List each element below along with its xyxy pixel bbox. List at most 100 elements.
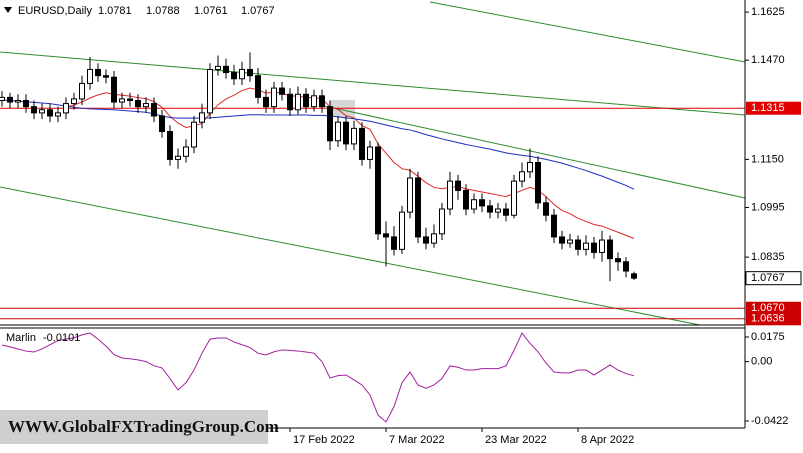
candle-body: [87, 68, 93, 84]
y-tick-label: 1.1150: [751, 153, 784, 165]
candle-body: [247, 68, 253, 77]
candle-body: [63, 103, 69, 114]
candle-body: [423, 236, 429, 244]
candle-body: [367, 146, 373, 160]
candle-body: [215, 65, 221, 70]
candle-body: [399, 211, 405, 250]
candle-body: [359, 127, 365, 160]
y-tick-label: -0.0422: [751, 415, 788, 427]
trend-line: [429, 1, 746, 63]
candle-body: [143, 103, 149, 108]
candle-body: [383, 233, 389, 238]
x-tick-label: 7 Mar 2022: [389, 434, 445, 446]
indicator-line: [1, 332, 635, 423]
ohlc-close: 1.0767: [241, 5, 275, 17]
candle-body: [431, 233, 437, 244]
price-label-box: [745, 271, 802, 286]
candle-body: [23, 99, 29, 108]
candle-body: [31, 106, 37, 114]
candle-body: [55, 112, 61, 117]
candle-body: [119, 98, 125, 103]
candle-body: [255, 75, 261, 98]
watermark: WWW.GlobalFXTradingGroup.Com: [8, 417, 279, 436]
ohlc-low: 1.0761: [194, 5, 228, 17]
candle-body: [455, 180, 461, 191]
candle-body: [415, 177, 421, 238]
candle-body: [487, 205, 493, 213]
candle-body: [47, 109, 53, 117]
candle-body: [39, 109, 45, 114]
candle-body: [623, 261, 629, 272]
candle-body: [127, 98, 133, 101]
candle-body: [15, 99, 21, 103]
candle-body: [519, 171, 525, 182]
moving-average: [1, 99, 635, 190]
candle-body: [631, 273, 637, 279]
candle-body: [527, 162, 533, 173]
x-tick-label: 17 Feb 2022: [293, 434, 355, 446]
x-tick-label: 23 Mar 2022: [485, 434, 547, 446]
ohlc-high: 1.0788: [146, 5, 180, 17]
candle-body: [111, 76, 117, 103]
candle-body: [263, 96, 269, 108]
candle-body: [551, 214, 557, 238]
candle-body: [615, 258, 621, 263]
candle-body: [95, 68, 101, 77]
candle-body: [439, 208, 445, 235]
candle-body: [503, 208, 509, 216]
ohlc-open: 1.0781: [98, 5, 132, 17]
x-tick-label: 8 Apr 2022: [581, 434, 634, 446]
candle-body: [271, 87, 277, 108]
y-tick-label: 1.0835: [751, 251, 785, 263]
candle-body: [543, 202, 549, 216]
candle-body: [567, 239, 573, 244]
candle-body: [391, 236, 397, 250]
candle-body: [0, 96, 5, 101]
candle-body: [343, 121, 349, 145]
trend-line: [0, 51, 746, 116]
candle-body: [407, 177, 413, 213]
candle-body: [303, 93, 309, 108]
y-tick-label: 0.00: [751, 356, 772, 368]
candle-body: [575, 239, 581, 250]
indicator-title: Marlin: [6, 332, 36, 344]
candle-body: [463, 189, 469, 210]
menu-arrow: [4, 7, 12, 13]
candle-body: [199, 112, 205, 123]
trend-line: [0, 186, 701, 326]
candle-body: [223, 65, 229, 74]
level-label: 1.0670: [751, 302, 785, 314]
chart-title: EURUSD,Daily: [18, 5, 92, 17]
candle-body: [79, 82, 85, 100]
candle-body: [279, 87, 285, 95]
candle-body: [183, 146, 189, 157]
level-label: 1.1315: [751, 102, 785, 114]
candle-body: [599, 239, 605, 253]
y-tick-label: 1.0995: [751, 201, 785, 213]
candle-body: [231, 72, 237, 80]
candle-body: [495, 208, 501, 213]
trend-channel: [0, 1, 746, 326]
candle-body: [535, 162, 541, 204]
candle-body: [207, 68, 213, 114]
candle-body: [327, 106, 333, 142]
indicator-value: -0.0101: [43, 332, 80, 344]
candle-body: [319, 95, 325, 108]
candle-body: [591, 242, 597, 253]
level-label-box: [746, 312, 801, 326]
level-label-box: [746, 101, 801, 115]
candle-body: [295, 93, 301, 111]
level-label: 1.0636: [751, 313, 785, 325]
candle-body: [351, 127, 357, 145]
candle-body: [159, 115, 165, 132]
candle-body: [71, 98, 77, 105]
candle-body: [559, 236, 565, 244]
candle-body: [103, 75, 109, 78]
plot-layer: [0, 52, 745, 423]
trend-line: [319, 104, 746, 199]
candle-body: [311, 95, 317, 108]
y-tick-label: 0.0175: [751, 331, 785, 343]
candle-body: [511, 180, 517, 216]
